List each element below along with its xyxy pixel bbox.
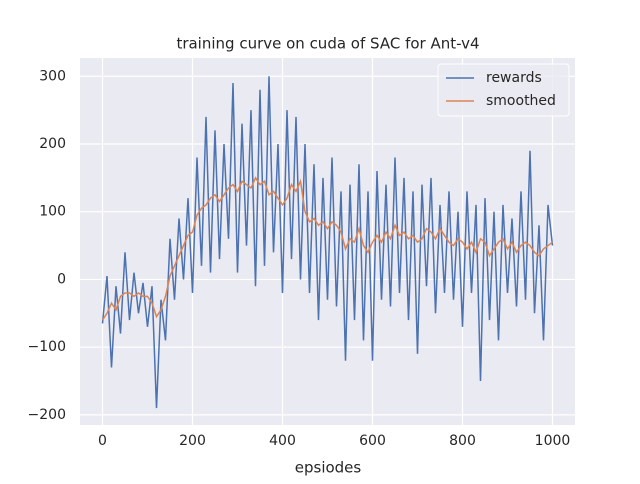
x-tick-label: 200 — [179, 433, 206, 449]
x-tick-label: 600 — [359, 433, 386, 449]
y-tick-label: −200 — [28, 407, 66, 423]
marks — [101, 76, 554, 409]
y-tick-label: 100 — [39, 204, 66, 220]
x-tick-label: 1000 — [535, 433, 571, 449]
legend-label: rewards — [486, 70, 542, 86]
x-tick-label: 400 — [269, 433, 296, 449]
y-tick-label: 300 — [39, 68, 66, 84]
legend-box — [437, 63, 570, 117]
y-tick-label: 0 — [57, 271, 66, 287]
y-tick-label: −100 — [28, 339, 66, 355]
chart-title: training curve on cuda of SAC for Ant-v4 — [176, 35, 479, 53]
line-series — [101, 176, 553, 321]
x-tick-label: 0 — [98, 433, 107, 449]
x-tick-label: 800 — [449, 433, 476, 449]
legend-label: smoothed — [486, 93, 556, 109]
line-series — [101, 76, 554, 409]
y-tick-label: 200 — [39, 136, 66, 152]
x-axis-label: epsiodes — [295, 459, 362, 477]
